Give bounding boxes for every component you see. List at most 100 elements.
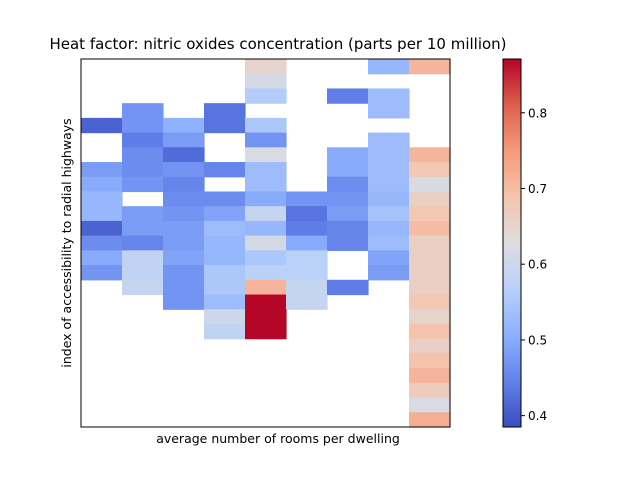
heatmap-cell [327, 147, 369, 163]
colorbar-tick-label: 0.5 [528, 333, 547, 347]
heatmap-cell [163, 279, 205, 296]
heatmap-cell [122, 279, 164, 296]
colorbar-tick-label: 0.7 [528, 182, 547, 196]
heatmap-cell [204, 103, 246, 119]
heatmap-cell [368, 59, 410, 75]
heatmap-cell [245, 73, 287, 90]
colorbar [503, 59, 521, 427]
heatmap-cell [409, 368, 451, 384]
plot-frame [80, 58, 451, 428]
heatmap-cell [163, 220, 205, 237]
heatmap-cell [163, 206, 205, 222]
heatmap-cell [245, 176, 287, 193]
heatmap-cell [122, 103, 164, 119]
heatmap-cell [286, 294, 328, 310]
heatmap-cell [122, 235, 164, 251]
heatmap-cell [163, 294, 205, 310]
heatmap-cell [327, 220, 369, 237]
heatmap-cell [245, 279, 287, 296]
heatmap-cell [204, 117, 246, 134]
colorbar-tick-label: 0.4 [528, 409, 547, 423]
heatmap-cell [245, 235, 287, 251]
heatmap-cell [368, 176, 410, 193]
heatmap-cell [409, 265, 451, 281]
heatmap-cell [163, 132, 205, 148]
heatmap-cell [286, 235, 328, 251]
heatmap-cell [163, 235, 205, 251]
heatmap-cell [204, 191, 246, 207]
heatmap-cell [245, 220, 287, 237]
heatmap-cell [409, 323, 451, 340]
heatmap-cell [409, 353, 451, 369]
heatmap-cell [204, 250, 246, 266]
heatmap-cell [245, 132, 287, 148]
heatmap-cell [204, 323, 246, 340]
heatmap-cell [122, 220, 164, 237]
heatmap-cell [81, 220, 123, 237]
heatmap-cell [81, 191, 123, 207]
heatmap-cell [286, 206, 328, 222]
heatmap-cell [368, 235, 410, 251]
heatmap-cell [368, 265, 410, 281]
heatmap-cell [409, 338, 451, 354]
heatmap-cell [409, 235, 451, 251]
heatmap-cell [245, 117, 287, 134]
heatmap-cell [163, 176, 205, 193]
heatmap-cell [409, 191, 451, 207]
heatmap-cell [368, 250, 410, 266]
heatmap-cell [163, 117, 205, 134]
y-axis-label: index of accessibility to radial highway… [59, 118, 74, 367]
heatmap-cell [81, 117, 123, 134]
heatmap-cell [409, 250, 451, 266]
heatmap-cell [81, 265, 123, 281]
colorbar-frame [502, 58, 522, 428]
heatmap-cell [245, 323, 287, 340]
heatmap-cell [204, 309, 246, 325]
heatmap-cell [409, 176, 451, 193]
colorbar-tick-label: 0.6 [528, 258, 547, 272]
heatmap-cell [245, 147, 287, 163]
colorbar-tick-label: 0.8 [528, 106, 547, 120]
heatmap-cell [409, 397, 451, 413]
heatmap-cell [204, 294, 246, 310]
heatmap-cell [409, 294, 451, 310]
heatmap-cell [368, 147, 410, 163]
heatmap-cell [409, 220, 451, 237]
heatmap-cell [245, 88, 287, 104]
heatmap-cell [81, 235, 123, 251]
heatmap-cell [368, 191, 410, 207]
heatmap-cell [286, 220, 328, 237]
heatmap-cell [368, 132, 410, 148]
heatmap-cell [163, 162, 205, 178]
heatmap-cell [204, 265, 246, 281]
heatmap-cells [81, 59, 451, 428]
heatmap-cell [122, 117, 164, 134]
heatmap-cell [409, 59, 451, 75]
heatmap-cell [286, 265, 328, 281]
heatmap-cell [286, 250, 328, 266]
heatmap-cell [204, 235, 246, 251]
colorbar-ticks: 0.4 0.5 0.6 0.7 0.8 [521, 106, 547, 423]
heatmap-cell [368, 206, 410, 222]
heatmap-cell [409, 382, 451, 399]
heatmap-cell [122, 206, 164, 222]
heatmap-cell [409, 279, 451, 296]
heatmap-cell [286, 191, 328, 207]
heatmap-cell [327, 88, 369, 104]
heatmap-cell [245, 309, 287, 325]
heatmap-cell [122, 250, 164, 266]
x-axis-label: average number of rooms per dwelling [156, 431, 400, 446]
heatmap-cell [409, 162, 451, 178]
heatmap-cell [81, 206, 123, 222]
heatmap-cell [368, 162, 410, 178]
heatmap-cell [409, 206, 451, 222]
heatmap-cell [163, 147, 205, 163]
heatmap-cell [81, 250, 123, 266]
heatmap-cell [122, 265, 164, 281]
heatmap-cell [163, 250, 205, 266]
heatmap-cell [327, 191, 369, 207]
heatmap-cell [163, 265, 205, 281]
heatmap-cell [368, 103, 410, 119]
heatmap-cell [327, 206, 369, 222]
